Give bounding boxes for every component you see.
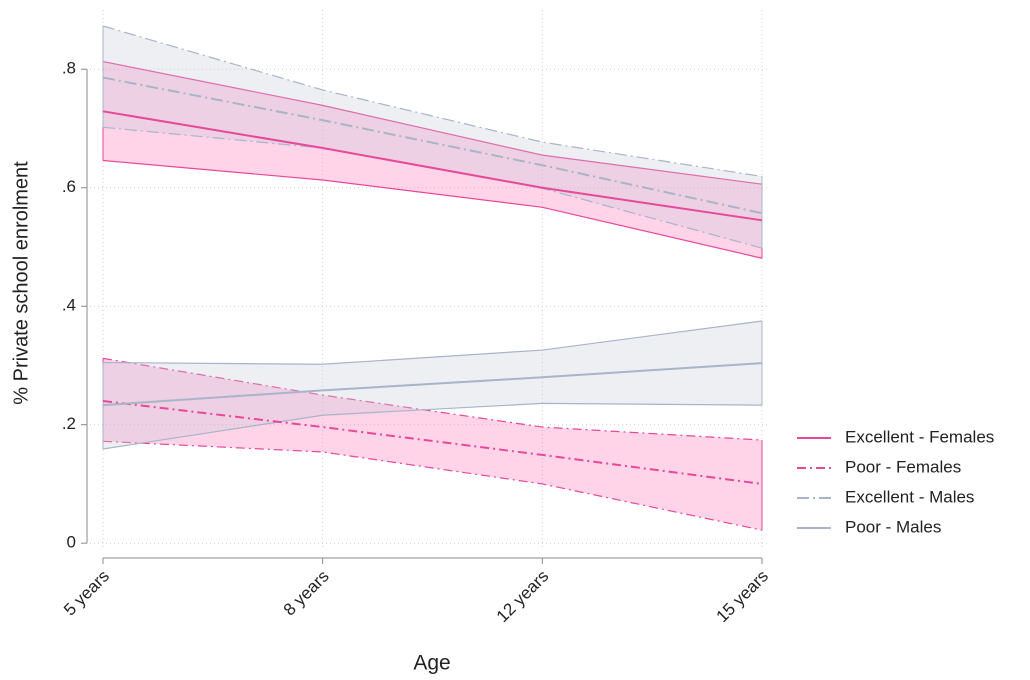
legend-label: Poor - Females bbox=[845, 457, 961, 476]
x-axis-title: Age bbox=[413, 652, 450, 675]
line bbox=[102, 362, 763, 407]
upper-bound bbox=[102, 25, 763, 178]
lower-bound bbox=[102, 440, 763, 531]
x-tick-label: 15 years bbox=[712, 567, 772, 627]
x-tick-label: 5 years bbox=[60, 567, 113, 620]
lower-bound bbox=[102, 402, 763, 450]
y-tick-label: 0 bbox=[67, 533, 76, 552]
x-tick-label: 8 years bbox=[280, 567, 333, 620]
y-tick-label: .8 bbox=[62, 59, 76, 78]
x-tick-label: 12 years bbox=[493, 567, 553, 627]
upper-bound bbox=[102, 320, 763, 365]
confidence-band bbox=[103, 61, 762, 259]
upper-bound bbox=[102, 357, 763, 441]
y-axis-title: % Private school enrolment bbox=[10, 161, 32, 405]
line bbox=[102, 76, 763, 215]
y-tick-label: .2 bbox=[62, 414, 76, 433]
line bbox=[102, 110, 763, 222]
y-tick-label: .6 bbox=[62, 177, 76, 196]
lower-bound bbox=[102, 159, 763, 259]
legend-label: Poor - Males bbox=[845, 517, 941, 536]
confidence-band bbox=[103, 25, 762, 249]
upper-bound bbox=[102, 60, 763, 185]
confidence-band bbox=[103, 358, 762, 531]
legend-label: Excellent - Females bbox=[845, 427, 994, 446]
line bbox=[102, 400, 763, 485]
legend-label: Excellent - Males bbox=[845, 487, 974, 506]
confidence-band bbox=[103, 321, 762, 449]
y-tick-label: .4 bbox=[62, 296, 76, 315]
